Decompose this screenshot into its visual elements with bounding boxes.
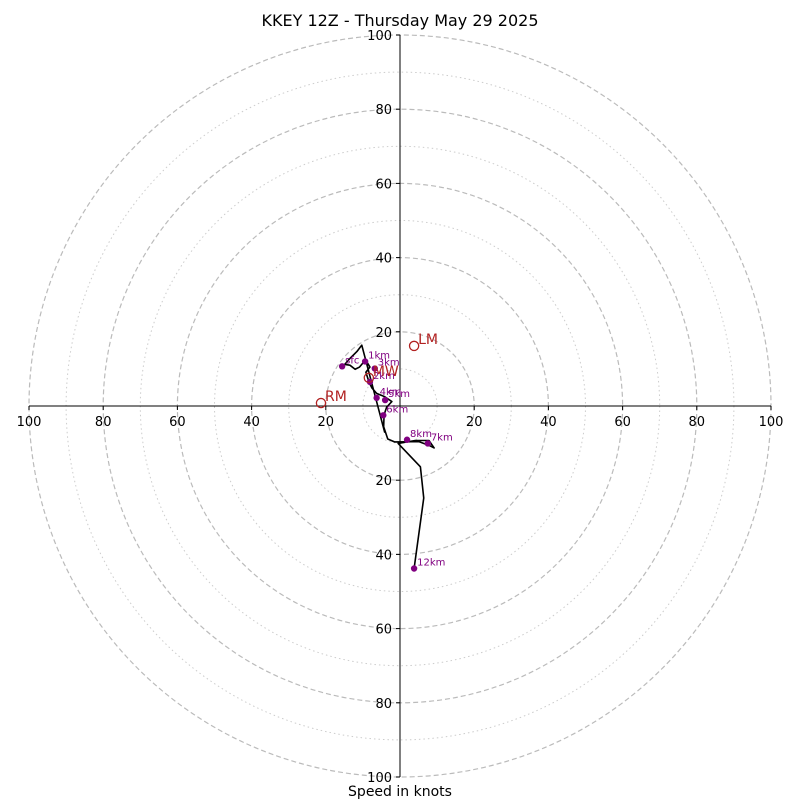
x-tick-label: 20	[318, 415, 335, 430]
y-tick-label: 100	[367, 29, 392, 44]
height-point-sfc	[338, 363, 346, 370]
height-point-1km	[361, 358, 369, 365]
height-point-3km	[371, 365, 378, 372]
y-tick-label: 100	[367, 771, 392, 786]
y-tick-label: 20	[375, 474, 392, 489]
height-point-12km	[410, 565, 418, 572]
x-tick-label: 60	[169, 415, 186, 430]
x-tick-label: 100	[17, 415, 42, 430]
storm-label-lm: LM	[418, 332, 438, 348]
storm-label-rm: RM	[325, 389, 347, 405]
height-label-4km: 4km	[380, 387, 402, 398]
y-tick-label: 20	[375, 326, 392, 341]
x-tick-label: 80	[95, 415, 112, 430]
y-tick-label: 80	[375, 103, 392, 118]
height-label-7km: 7km	[431, 432, 453, 443]
x-tick-label: 80	[689, 415, 706, 430]
x-tick-label: 100	[759, 415, 784, 430]
height-point-7km	[424, 440, 432, 447]
chart-title: KKEY 12Z - Thursday May 29 2025	[261, 11, 538, 30]
height-label-3km: 3km	[378, 358, 400, 369]
y-tick-label: 40	[375, 252, 392, 267]
y-tick-label: 60	[375, 177, 392, 192]
x-tick-label: 40	[243, 415, 260, 430]
height-label-12km: 12km	[417, 557, 445, 568]
height-label-6km: 6km	[386, 404, 408, 415]
axes	[29, 35, 771, 777]
x-tick-label: 60	[614, 415, 631, 430]
height-label-2km: 2km	[373, 371, 395, 382]
storm-motion-markers: LM RM MW	[315, 332, 438, 409]
height-label-1km: 1km	[368, 350, 390, 361]
y-tick-label: 40	[375, 548, 392, 563]
height-point-4km	[373, 394, 380, 402]
storm-marker-lm	[408, 340, 420, 352]
height-label-8km: 8km	[410, 429, 432, 440]
height-point-6km	[380, 412, 387, 419]
y-tick-label: 80	[375, 697, 392, 712]
height-point-5km	[381, 396, 389, 404]
storm-marker-mw	[363, 372, 375, 384]
tick-labels: 100 80 60 40 20 20 40 60 80 100 20 40 60 80 100 20 40 60 8…	[17, 29, 784, 786]
x-tick-label: 20	[466, 415, 483, 430]
height-label-sfc: sfc	[345, 355, 359, 366]
storm-marker-rm	[315, 397, 327, 409]
height-point-8km	[403, 436, 411, 443]
x-axis-label: Speed in knots	[348, 784, 452, 800]
storm-label-mw: MW	[373, 364, 399, 380]
x-tick-label: 40	[540, 415, 557, 430]
y-tick-label: 60	[375, 623, 392, 638]
height-label-5km: 5km	[388, 389, 410, 400]
